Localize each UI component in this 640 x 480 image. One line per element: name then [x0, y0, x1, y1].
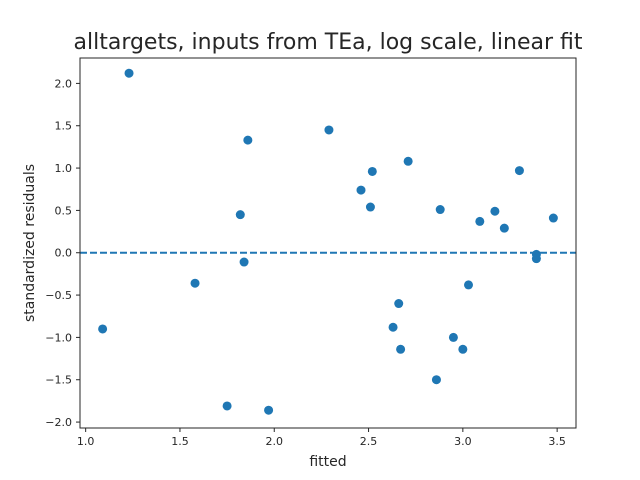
data-point: [448, 332, 458, 342]
y-tick-label: 0.5: [55, 204, 73, 217]
y-tick-label: −2.0: [45, 416, 72, 429]
data-point: [190, 278, 200, 288]
data-point: [388, 322, 398, 332]
y-tick-label: −1.5: [45, 374, 72, 387]
data-point: [490, 206, 500, 216]
data-point: [222, 401, 232, 411]
data-point: [431, 375, 441, 385]
chart-title: alltargets, inputs from TEa, log scale, …: [74, 30, 583, 55]
x-tick-label: 3.5: [548, 435, 566, 448]
y-tick-label: 2.0: [55, 77, 73, 90]
x-tick-label: 2.5: [360, 435, 378, 448]
data-point: [124, 68, 134, 78]
x-tick-label: 2.0: [266, 435, 284, 448]
data-point: [98, 324, 108, 334]
x-tick-label: 3.0: [454, 435, 472, 448]
data-point: [531, 254, 541, 264]
data-point: [514, 166, 524, 176]
data-point: [324, 125, 334, 135]
data-point: [403, 156, 413, 166]
data-point: [458, 344, 468, 354]
plot-frame: [79, 57, 577, 429]
data-point: [365, 202, 375, 212]
data-point: [475, 216, 485, 226]
data-point: [235, 210, 245, 220]
y-tick-label: 1.0: [55, 162, 73, 175]
x-tick-label: 1.5: [171, 435, 189, 448]
data-point: [394, 299, 404, 309]
x-tick-label: 1.0: [77, 435, 95, 448]
data-point: [435, 205, 445, 215]
data-point: [548, 213, 558, 223]
data-point: [239, 257, 249, 267]
data-point: [499, 223, 509, 233]
data-point: [396, 344, 406, 354]
data-point: [356, 185, 366, 195]
y-tick-label: −0.5: [45, 289, 72, 302]
y-axis-label: standardized residuals: [22, 164, 38, 322]
x-axis-label: fitted: [309, 454, 346, 470]
y-tick-label: −1.0: [45, 331, 72, 344]
y-tick-label: 1.5: [55, 120, 73, 133]
y-tick-label: 0.0: [55, 247, 73, 260]
data-point: [264, 405, 274, 415]
data-point: [367, 166, 377, 176]
data-point: [243, 135, 253, 145]
plot-area: 1.0 1.5 2.0 2.5 3.0 3.5 −2.0 −1.5 −1.0 −0.5 0.0 0.5…: [45, 57, 577, 448]
data-point: [464, 280, 474, 290]
